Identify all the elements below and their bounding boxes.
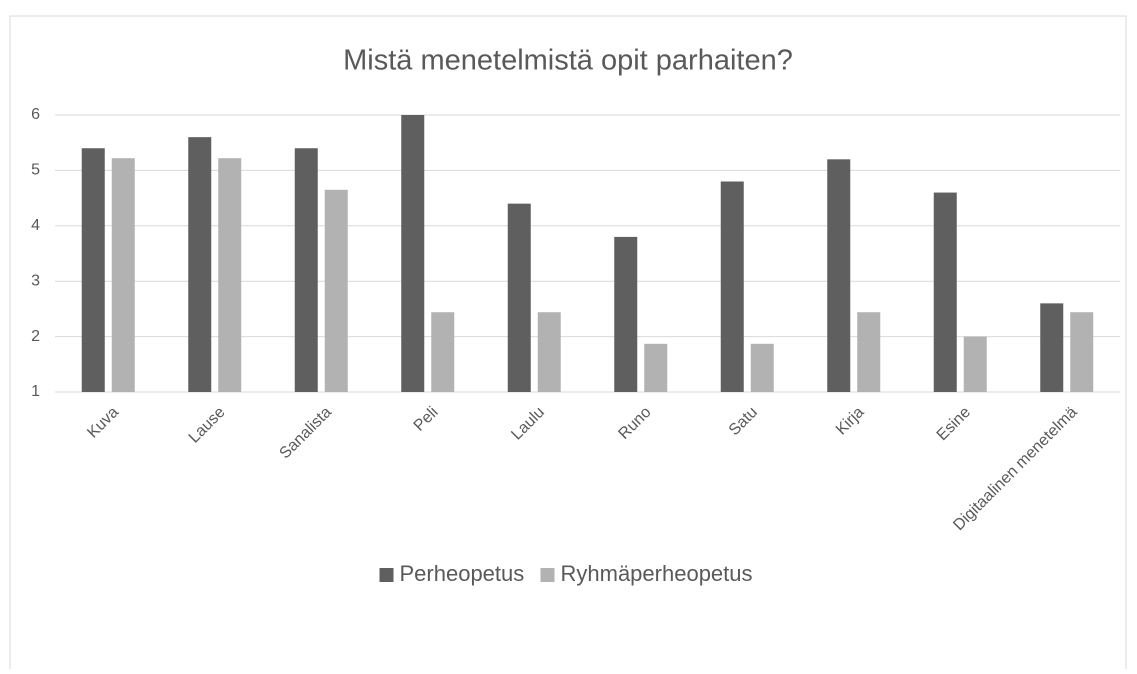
bar bbox=[431, 312, 455, 392]
bar bbox=[1040, 303, 1064, 392]
bar bbox=[963, 336, 987, 392]
chart-title: Mistä menetelmistä opit parhaiten? bbox=[343, 45, 793, 77]
y-tick-label: 4 bbox=[31, 217, 40, 234]
bar bbox=[644, 343, 668, 392]
bar bbox=[111, 158, 135, 392]
y-tick-label: 6 bbox=[31, 106, 40, 123]
bar bbox=[827, 159, 851, 392]
bar bbox=[507, 203, 531, 392]
legend-label: Perheopetus bbox=[400, 561, 525, 586]
bar bbox=[324, 189, 348, 392]
bar bbox=[537, 312, 561, 392]
y-tick-label: 5 bbox=[31, 162, 40, 179]
bar bbox=[218, 158, 242, 392]
bar bbox=[81, 148, 105, 392]
bar bbox=[294, 148, 318, 392]
bar bbox=[401, 115, 425, 392]
bar bbox=[720, 181, 744, 392]
y-tick-label: 1 bbox=[31, 383, 40, 400]
legend-swatch bbox=[540, 568, 555, 582]
y-tick-label: 2 bbox=[31, 328, 40, 345]
bar bbox=[614, 236, 638, 392]
bar bbox=[857, 312, 881, 392]
legend-label: Ryhmäperheopetus bbox=[561, 561, 753, 586]
bar bbox=[750, 343, 774, 392]
bar bbox=[188, 137, 212, 392]
legend-swatch bbox=[379, 568, 394, 582]
bar bbox=[933, 192, 957, 392]
y-tick-label: 3 bbox=[31, 272, 40, 289]
bar bbox=[1070, 312, 1094, 392]
